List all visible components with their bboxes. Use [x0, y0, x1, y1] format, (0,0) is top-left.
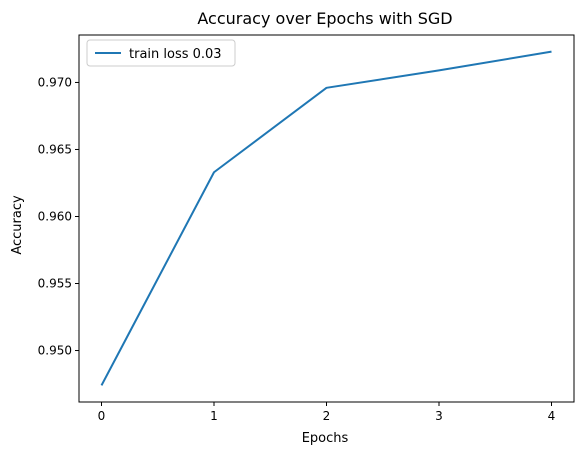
x-tick-label: 3 [435, 409, 443, 423]
legend: train loss 0.03 [87, 40, 235, 66]
x-tick-label: 2 [323, 409, 331, 423]
y-axis-label: Accuracy [10, 195, 25, 255]
y-tick-label: 0.965 [38, 142, 72, 156]
x-tick-label: 4 [548, 409, 556, 423]
y-tick-label: 0.960 [38, 209, 72, 223]
x-axis-label: Epochs [302, 431, 349, 446]
y-tick-label: 0.950 [38, 344, 72, 358]
y-tick-label: 0.955 [38, 277, 72, 291]
legend-label: train loss 0.03 [129, 47, 222, 62]
chart-title: Accuracy over Epochs with SGD [197, 9, 452, 28]
x-tick-label: 1 [210, 409, 218, 423]
y-tick-label: 0.970 [38, 75, 72, 89]
x-tick-label: 0 [98, 409, 106, 423]
